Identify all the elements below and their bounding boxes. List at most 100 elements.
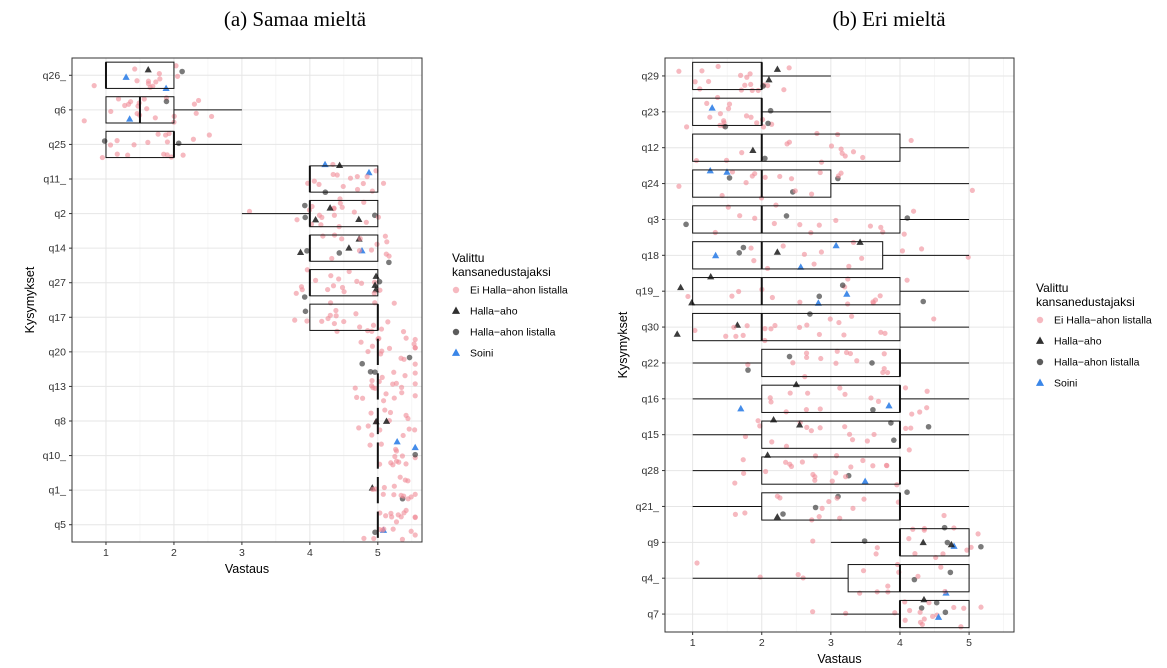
point-ei-halla-ahon-listalla — [723, 333, 729, 339]
point-ei-halla-ahon-listalla — [91, 83, 97, 89]
point-ei-halla-ahon-listalla — [848, 464, 854, 470]
panel-title: (b) Eri mieltä — [832, 7, 946, 31]
point-ei-halla-ahon-listalla — [749, 87, 755, 93]
point-ei-halla-ahon-listalla — [380, 180, 387, 186]
point-ei-halla-ahon-listalla — [412, 427, 418, 433]
point-ei-halla-ahon-listalla — [373, 168, 379, 174]
x-tick-label: 3 — [828, 637, 834, 649]
y-tick-label: q20 — [48, 346, 66, 358]
point-ei-halla-ahon-listalla — [817, 425, 823, 431]
point-ei-halla-ahon-listalla — [365, 423, 371, 429]
point-ei-halla-ahon-listalla — [783, 409, 789, 415]
point-ei-halla-ahon-listalla — [714, 94, 721, 101]
point-ei-halla-ahon-listalla — [915, 573, 921, 579]
point-ei-halla-ahon-listalla — [917, 609, 923, 615]
y-tick-label: q7 — [647, 609, 659, 621]
point-halla-ahon-listalla — [302, 214, 309, 221]
point-ei-halla-ahon-listalla — [769, 439, 775, 445]
point-ei-halla-ahon-listalla — [352, 385, 358, 391]
point-halla-ahon-listalla — [163, 98, 170, 105]
point-ei-halla-ahon-listalla — [773, 202, 779, 208]
point-ei-halla-ahon-listalla — [827, 316, 833, 322]
point-ei-halla-ahon-listalla — [792, 188, 798, 194]
point-halla-aho — [345, 244, 353, 251]
point-ei-halla-ahon-listalla — [341, 289, 347, 295]
legend-triangle-icon — [451, 348, 461, 356]
point-halla-ahon-listalla — [807, 311, 813, 317]
point-halla-aho — [335, 161, 344, 168]
x-tick-label: 4 — [307, 547, 313, 559]
point-ei-halla-ahon-listalla — [114, 138, 120, 144]
point-halla-ahon-listalla — [839, 282, 846, 289]
point-halla-ahon-listalla — [372, 369, 378, 375]
point-ei-halla-ahon-listalla — [153, 79, 159, 85]
point-ei-halla-ahon-listalla — [732, 511, 739, 517]
point-ei-halla-ahon-listalla — [391, 395, 397, 401]
point-ei-halla-ahon-listalla — [379, 374, 385, 380]
point-ei-halla-ahon-listalla — [180, 152, 186, 158]
point-ei-halla-ahon-listalla — [114, 151, 120, 157]
point-ei-halla-ahon-listalla — [755, 87, 761, 94]
point-ei-halla-ahon-listalla — [339, 236, 345, 242]
point-ei-halla-ahon-listalla — [899, 248, 906, 254]
box-q18 — [692, 241, 884, 270]
point-ei-halla-ahon-listalla — [354, 186, 361, 193]
point-ei-halla-ahon-listalla — [817, 406, 823, 412]
point-ei-halla-ahon-listalla — [319, 318, 325, 324]
point-ei-halla-ahon-listalla — [762, 326, 768, 332]
point-ei-halla-ahon-listalla — [826, 498, 832, 505]
point-halla-ahon-listalla — [175, 140, 182, 147]
point-ei-halla-ahon-listalla — [804, 322, 810, 328]
point-ei-halla-ahon-listalla — [842, 391, 848, 397]
point-ei-halla-ahon-listalla — [901, 231, 907, 237]
point-ei-halla-ahon-listalla — [884, 369, 891, 376]
point-ei-halla-ahon-listalla — [174, 73, 181, 79]
point-ei-halla-ahon-listalla — [318, 222, 324, 228]
point-ei-halla-ahon-listalla — [892, 610, 898, 616]
point-ei-halla-ahon-listalla — [850, 239, 857, 246]
point-halla-ahon-listalla — [891, 437, 897, 443]
point-halla-ahon-listalla — [726, 175, 733, 181]
point-ei-halla-ahon-listalla — [150, 83, 156, 89]
legend-title: Valittu — [452, 251, 484, 265]
point-ei-halla-ahon-listalla — [399, 453, 406, 459]
y-tick-label: q29 — [641, 70, 659, 82]
point-ei-halla-ahon-listalla — [818, 159, 825, 165]
y-tick-label: q21_ — [636, 501, 660, 513]
point-ei-halla-ahon-listalla — [403, 507, 409, 514]
point-ei-halla-ahon-listalla — [765, 82, 771, 89]
point-soini — [708, 104, 716, 111]
point-ei-halla-ahon-listalla — [757, 423, 763, 429]
point-halla-aho — [688, 299, 696, 306]
point-ei-halla-ahon-listalla — [975, 531, 981, 537]
point-halla-ahon-listalla — [302, 202, 308, 209]
point-ei-halla-ahon-listalla — [854, 358, 860, 364]
legend-label: Halla−ahon listalla — [470, 327, 556, 339]
point-ei-halla-ahon-listalla — [926, 600, 932, 606]
point-ei-halla-ahon-listalla — [964, 547, 970, 553]
point-ei-halla-ahon-listalla — [412, 381, 418, 387]
legend-circle-icon — [452, 286, 460, 294]
legend-circle-icon — [452, 328, 460, 336]
point-ei-halla-ahon-listalla — [353, 311, 359, 317]
point-ei-halla-ahon-listalla — [387, 409, 394, 416]
point-ei-halla-ahon-listalla — [909, 411, 915, 417]
point-ei-halla-ahon-listalla — [951, 604, 957, 611]
point-ei-halla-ahon-listalla — [358, 339, 364, 345]
point-ei-halla-ahon-listalla — [850, 505, 856, 511]
point-halla-aho — [773, 65, 781, 72]
point-ei-halla-ahon-listalla — [837, 515, 843, 521]
point-ei-halla-ahon-listalla — [356, 425, 362, 431]
point-ei-halla-ahon-listalla — [917, 409, 923, 415]
point-ei-halla-ahon-listalla — [412, 393, 418, 399]
point-ei-halla-ahon-listalla — [726, 101, 733, 107]
point-ei-halla-ahon-listalla — [838, 146, 844, 152]
y-tick-label: q4_ — [641, 573, 659, 585]
x-tick-label: 4 — [897, 637, 903, 649]
point-ei-halla-ahon-listalla — [906, 536, 912, 542]
point-halla-ahon-listalla — [736, 250, 743, 256]
y-tick-label: q19_ — [636, 286, 660, 298]
point-halla-ahon-listalla — [767, 107, 774, 114]
legend-triangle-icon — [451, 306, 461, 314]
